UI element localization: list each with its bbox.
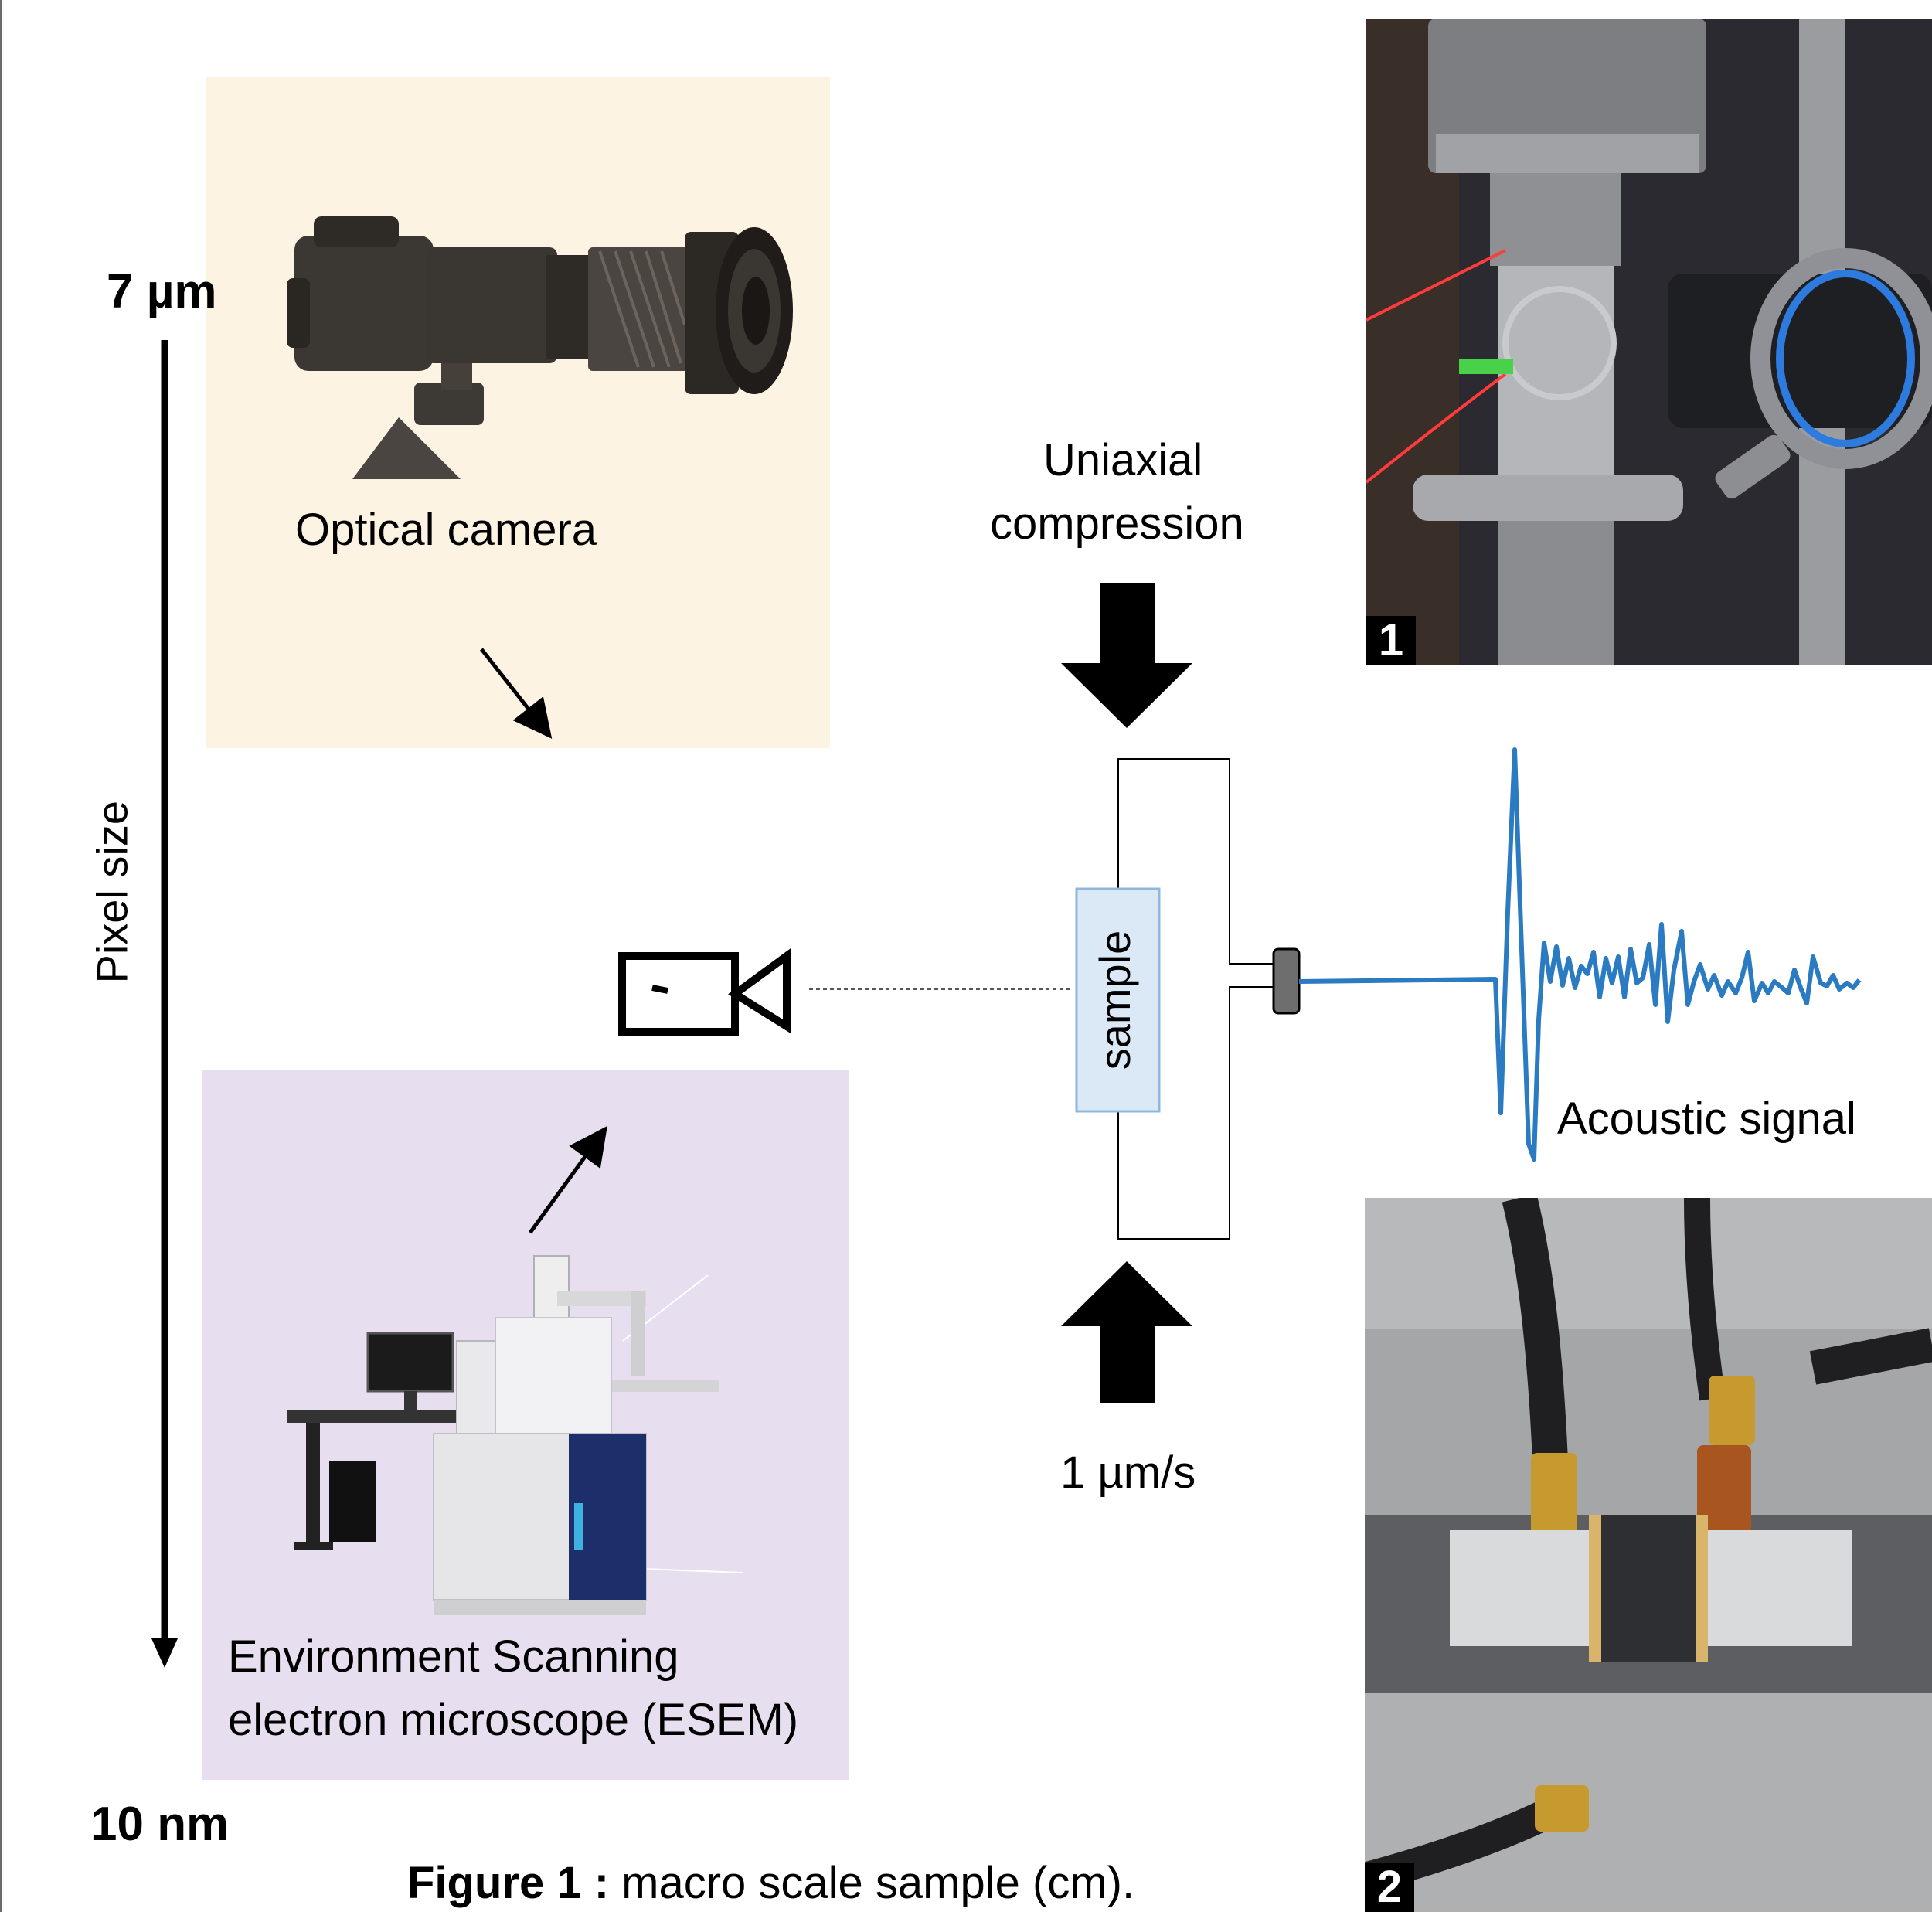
scale-top-label: 7 µm [107,265,217,318]
esem-panel: Environment Scanning electron microscope… [202,1070,849,1780]
optical-camera-illustration [287,216,793,479]
acoustic-signal-label: Acoustic signal [1557,1094,1856,1144]
video-camera-icon [618,948,791,1036]
optical-pointer-arrow [480,648,553,739]
left-border-line [0,0,2,1912]
sample-label: sample [1090,930,1139,1070]
compression-label-line1: Uniaxial [1043,435,1203,485]
photo-compression-setup: 1 [1366,19,1932,665]
figure-caption: Figure 1 : macro scale sample (cm). [407,1857,1134,1909]
acoustic-signal-waveform [1298,747,1862,1162]
esem-illustration [287,1255,743,1615]
compression-arrow-down [1061,583,1192,728]
photo-compression-setup-illustration [1366,19,1932,665]
pixel-size-arrow [151,340,178,1668]
optical-camera-panel: Optical camera [206,77,830,748]
esem-caption-line2: electron microscope (ESEM) [228,1695,799,1745]
figure-caption-text: macro scale sample (cm). [609,1858,1135,1908]
photo-badge-1: 1 [1366,616,1416,665]
acoustic-sensor [1272,947,1301,1015]
optical-camera-caption: Optical camera [295,505,597,555]
photo-badge-2: 2 [1365,1863,1414,1912]
press-frame-outline [1117,758,1277,1240]
scale-bottom-label: 10 nm [90,1798,230,1851]
loading-rate-label: 1 µm/s [1060,1448,1196,1498]
sample-block [1075,887,1161,1113]
compression-label-line2: compression [990,498,1244,549]
photo-sensor-setup-illustration [1365,1198,1932,1912]
compression-arrow-up [1061,1261,1192,1403]
photo-sensor-setup: 2 [1365,1198,1932,1912]
figure-caption-number: Figure 1 : [407,1858,610,1908]
esem-pointer-arrow [528,1125,607,1234]
esem-caption-line1: Environment Scanning [228,1631,679,1682]
